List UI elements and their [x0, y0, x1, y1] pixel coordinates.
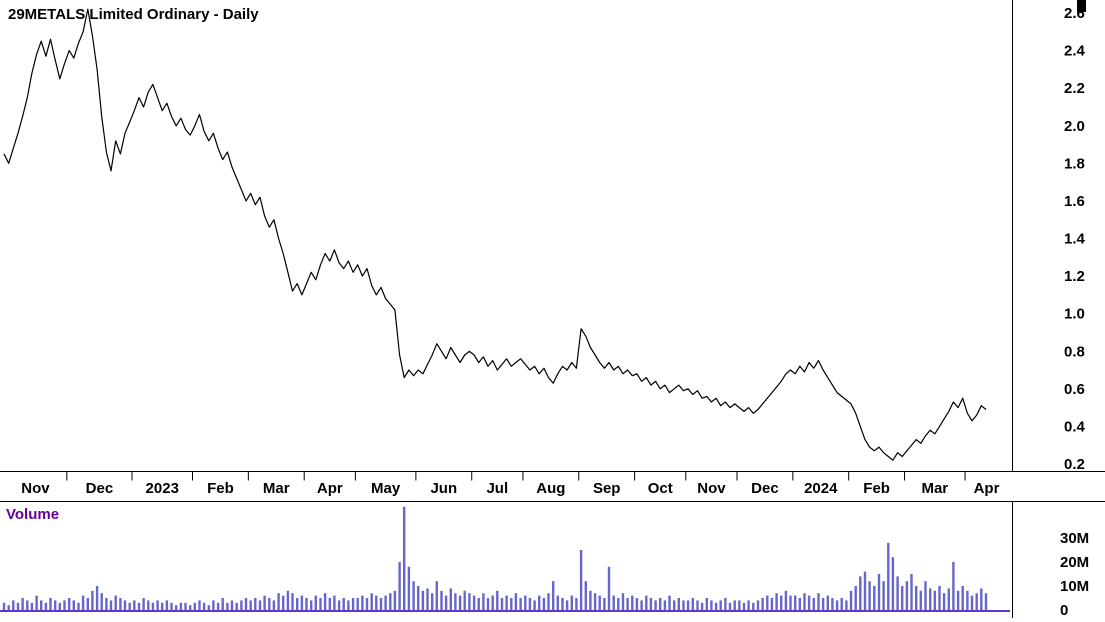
xaxis-label: Feb — [863, 480, 890, 497]
xaxis-label: Sep — [593, 480, 621, 497]
xaxis-label: Dec — [86, 480, 114, 497]
price-tick-label: 0.4 — [1064, 418, 1086, 435]
price-tick-label: 1.0 — [1064, 306, 1085, 323]
price-line — [3, 8, 987, 461]
price-axis-labels: 2.6 2.4 2.2 2.0 1.8 1.6 1.4 1.2 1.0 0.8 0.6 0.4 0.2 — [1064, 5, 1086, 473]
volume-bars — [2, 506, 988, 610]
volume-tick-label: 0 — [1060, 602, 1068, 619]
price-tick-label: 2.6 — [1064, 5, 1085, 22]
price-tick-label: 1.4 — [1064, 231, 1086, 248]
xaxis-label: Mar — [263, 480, 290, 497]
chart-title: 29METALS Limited Ordinary - Daily — [8, 6, 259, 23]
price-tick-label: 0.8 — [1064, 343, 1085, 360]
price-tick-label: 0.2 — [1064, 456, 1085, 473]
xaxis-label: Nov — [697, 480, 726, 497]
xaxis-label: Oct — [648, 480, 673, 497]
xaxis-label: May — [371, 480, 401, 497]
xaxis-label: Jun — [430, 480, 457, 497]
xaxis-label: Nov — [21, 480, 50, 497]
xaxis-label: Mar — [921, 480, 948, 497]
price-tick-label: 2.4 — [1064, 43, 1086, 60]
volume-zero-line — [0, 610, 1010, 612]
xaxis-label: Apr — [974, 480, 1000, 497]
volume-axis-labels: 30M 20M 10M 0 — [1060, 530, 1089, 619]
volume-panel-title: Volume — [6, 506, 60, 523]
price-tick-label: 1.6 — [1064, 193, 1085, 210]
xaxis-label: Aug — [536, 480, 565, 497]
xaxis-ticks — [66, 472, 966, 481]
xaxis-label: Dec — [751, 480, 779, 497]
price-tick-label: 1.8 — [1064, 155, 1085, 172]
price-tick-label: 0.6 — [1064, 381, 1085, 398]
xaxis-label: Jul — [486, 480, 508, 497]
xaxis-label: Feb — [207, 480, 234, 497]
volume-tick-label: 30M — [1060, 530, 1089, 547]
volume-tick-label: 10M — [1060, 578, 1089, 595]
price-tick-label: 2.0 — [1064, 118, 1085, 135]
xaxis-labels: Nov Dec 2023 Feb Mar Apr May Jun Jul Aug Sep Oct Nov… — [21, 480, 999, 497]
price-tick-label: 1.2 — [1064, 268, 1085, 285]
volume-tick-label: 20M — [1060, 554, 1089, 571]
xaxis-label: Apr — [317, 480, 343, 497]
corner-mark — [1077, 0, 1086, 12]
xaxis-label: 2024 — [804, 480, 838, 497]
xaxis-label: 2023 — [146, 480, 179, 497]
price-tick-label: 2.2 — [1064, 80, 1085, 97]
